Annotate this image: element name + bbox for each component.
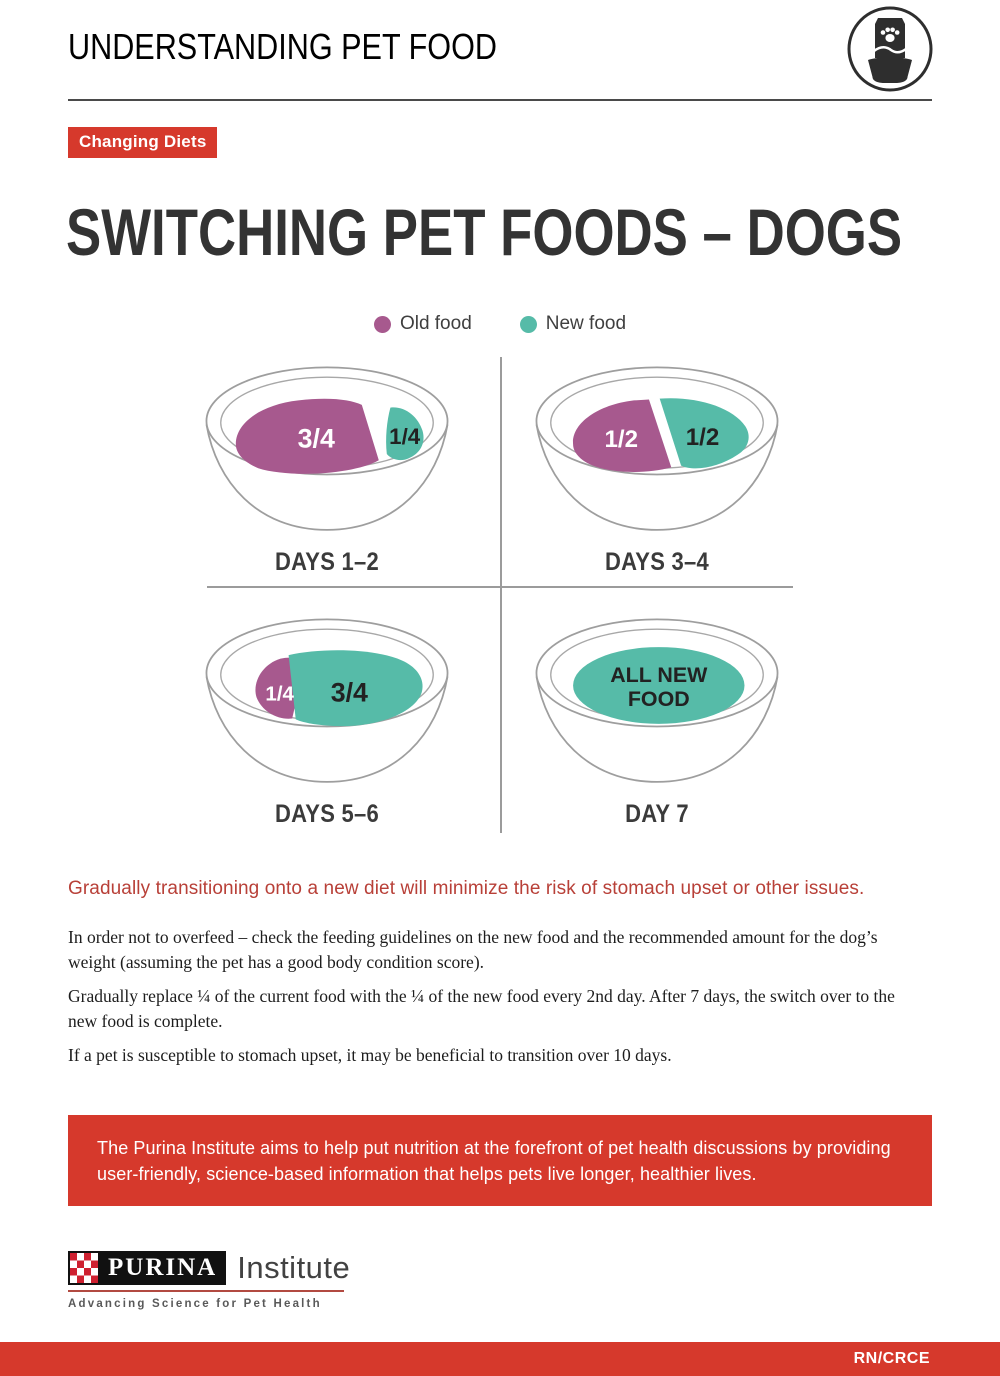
- logo-suffix: Institute: [237, 1250, 351, 1285]
- footer-bar: RN/CRCE: [0, 1342, 1000, 1376]
- old-food-portion: [572, 399, 672, 472]
- bowl-caption: DAY 7: [625, 800, 689, 828]
- new-food-portion: [386, 407, 424, 461]
- section-badge: Changing Diets: [68, 127, 218, 158]
- portion-value: 3/4: [331, 678, 368, 708]
- legend: Old food New food: [0, 313, 1000, 335]
- paragraph: Gradually replace ¼ of the current food …: [68, 986, 895, 1031]
- legend-label: Old food: [399, 313, 472, 334]
- portion-value: ALL NEW: [610, 663, 708, 687]
- old-food-dot: [373, 315, 391, 333]
- pet-food-bag-bowl-icon: [847, 6, 933, 92]
- purina-checkerboard-icon: [68, 1251, 100, 1285]
- portion-value: 1/2: [605, 426, 639, 453]
- logo-brand: PURINA: [100, 1251, 227, 1285]
- new-food-portion: [288, 650, 423, 727]
- legend-item-new-food: New food: [519, 313, 627, 335]
- bowl-day-7: ALL NEW FOOD: [535, 618, 779, 783]
- portion-value: 1/4: [389, 424, 421, 449]
- mission-callout-box: The Purina Institute aims to help put nu…: [68, 1115, 932, 1206]
- grid-vertical-divider: [500, 357, 502, 833]
- logo-underline: [68, 1290, 344, 1292]
- logo-tagline: Advancing Science for Pet Health: [68, 1298, 322, 1310]
- bowl-caption: DAYS 5–6: [274, 800, 380, 828]
- highlight-sentence: Gradually transitioning onto a new diet …: [68, 878, 865, 899]
- logo-row: PURINA Institute: [68, 1250, 350, 1286]
- new-food-portion: [659, 398, 749, 469]
- legend-label: New food: [545, 313, 627, 334]
- page-header-title: UNDERSTANDING PET FOOD: [68, 26, 497, 67]
- new-food-dot: [519, 315, 537, 333]
- bowl-caption: DAYS 1–2: [274, 548, 380, 576]
- bowl-days-1-2: 3/4 1/4: [205, 366, 449, 531]
- mission-callout-text: The Purina Institute aims to help put nu…: [97, 1137, 891, 1184]
- bowl-caption: DAYS 3–4: [604, 548, 710, 576]
- header-divider: [68, 99, 932, 101]
- portion-value: 1/4: [265, 683, 294, 706]
- portion-value: 3/4: [298, 424, 335, 454]
- footer-code: RN/CRCE: [853, 1350, 930, 1367]
- legend-item-old-food: Old food: [373, 313, 472, 335]
- portion-value: 1/2: [686, 424, 720, 451]
- purina-institute-logo: PURINA Institute Advancing Science for P…: [68, 1250, 350, 1310]
- portion-value: FOOD: [628, 687, 690, 711]
- paragraph: In order not to overfeed – check the fee…: [68, 927, 878, 972]
- bowl-days-3-4: 1/2 1/2: [535, 366, 779, 531]
- paragraph: If a pet is susceptible to stomach upset…: [68, 1045, 672, 1065]
- new-food-portion: [573, 647, 745, 724]
- old-food-portion: [235, 398, 379, 474]
- body-text: In order not to overfeed – check the fee…: [68, 925, 910, 1078]
- grid-horizontal-divider: [207, 586, 793, 588]
- bowl-days-5-6: 1/4 3/4: [205, 618, 449, 783]
- page-title: SWITCHING PET FOODS – DOGS: [66, 195, 903, 269]
